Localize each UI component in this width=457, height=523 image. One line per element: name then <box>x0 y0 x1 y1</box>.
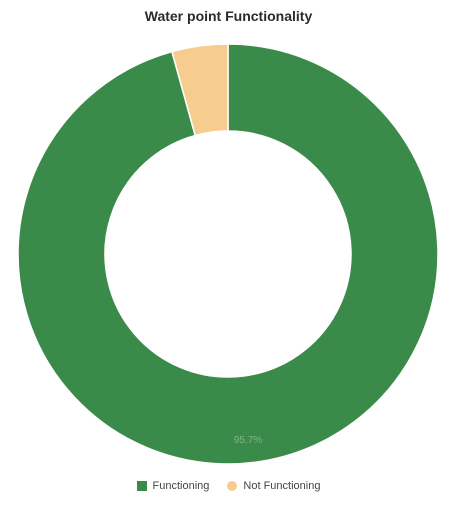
legend-swatch-not-functioning <box>227 481 238 491</box>
slice-not-functioning[interactable] <box>171 43 229 137</box>
data-label-slice-functioning: 95.7% <box>234 435 262 446</box>
donut-chart: 95.7% <box>17 43 439 465</box>
legend-item-not-functioning[interactable]: Not Functioning <box>227 480 320 492</box>
slice-functioning[interactable] <box>17 43 439 465</box>
donut-slices <box>17 43 439 465</box>
legend-item-functioning[interactable]: Functioning <box>136 480 210 492</box>
legend-label-functioning: Functioning <box>152 480 210 492</box>
legend-label-not-functioning: Not Functioning <box>243 480 321 492</box>
legend-swatch-functioning <box>136 481 147 491</box>
donut-labels: 95.7% <box>234 435 262 446</box>
chart-title: Water point Functionality <box>144 8 313 24</box>
legend: Functioning Not Functioning <box>0 480 457 492</box>
